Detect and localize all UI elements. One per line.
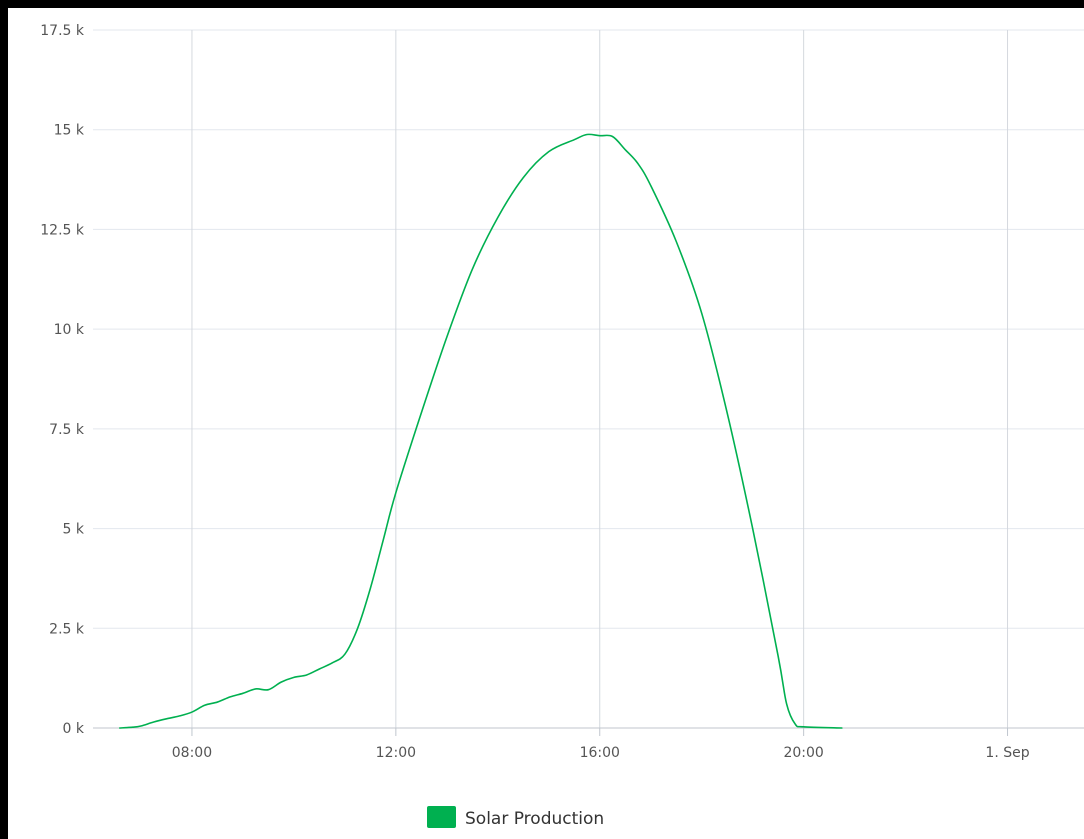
y-tick-label: 17.5 k (40, 23, 85, 39)
y-tick-label: 15 k (54, 123, 85, 139)
y-tick-label: 5 k (63, 522, 85, 538)
series-line-solar-production[interactable] (118, 133, 843, 729)
y-tick-label: 0 k (63, 721, 85, 737)
series-layer (118, 133, 843, 729)
x-tick-label: 1. Sep (985, 745, 1029, 761)
axes: 0 k 2.5 k 5 k 7.5 k 10 k 12.5 k 15 k 17.5 k 08:0… (40, 23, 1084, 761)
x-tick-label: 16:00 (580, 745, 620, 761)
x-tick-label: 08:00 (172, 745, 212, 761)
legend-label[interactable]: Solar Production (465, 809, 604, 829)
plot-background (8, 8, 1084, 839)
y-tick-label: 7.5 k (49, 422, 85, 438)
y-tick-label: 12.5 k (40, 222, 85, 238)
y-tick-label: 2.5 k (49, 621, 85, 637)
y-tick-label: 10 k (54, 322, 85, 338)
legend[interactable]: Solar Production (427, 806, 604, 829)
x-tick-label: 20:00 (783, 745, 823, 761)
legend-swatch[interactable] (427, 806, 456, 828)
x-tick-label: 12:00 (376, 745, 416, 761)
grid (93, 29, 1084, 728)
